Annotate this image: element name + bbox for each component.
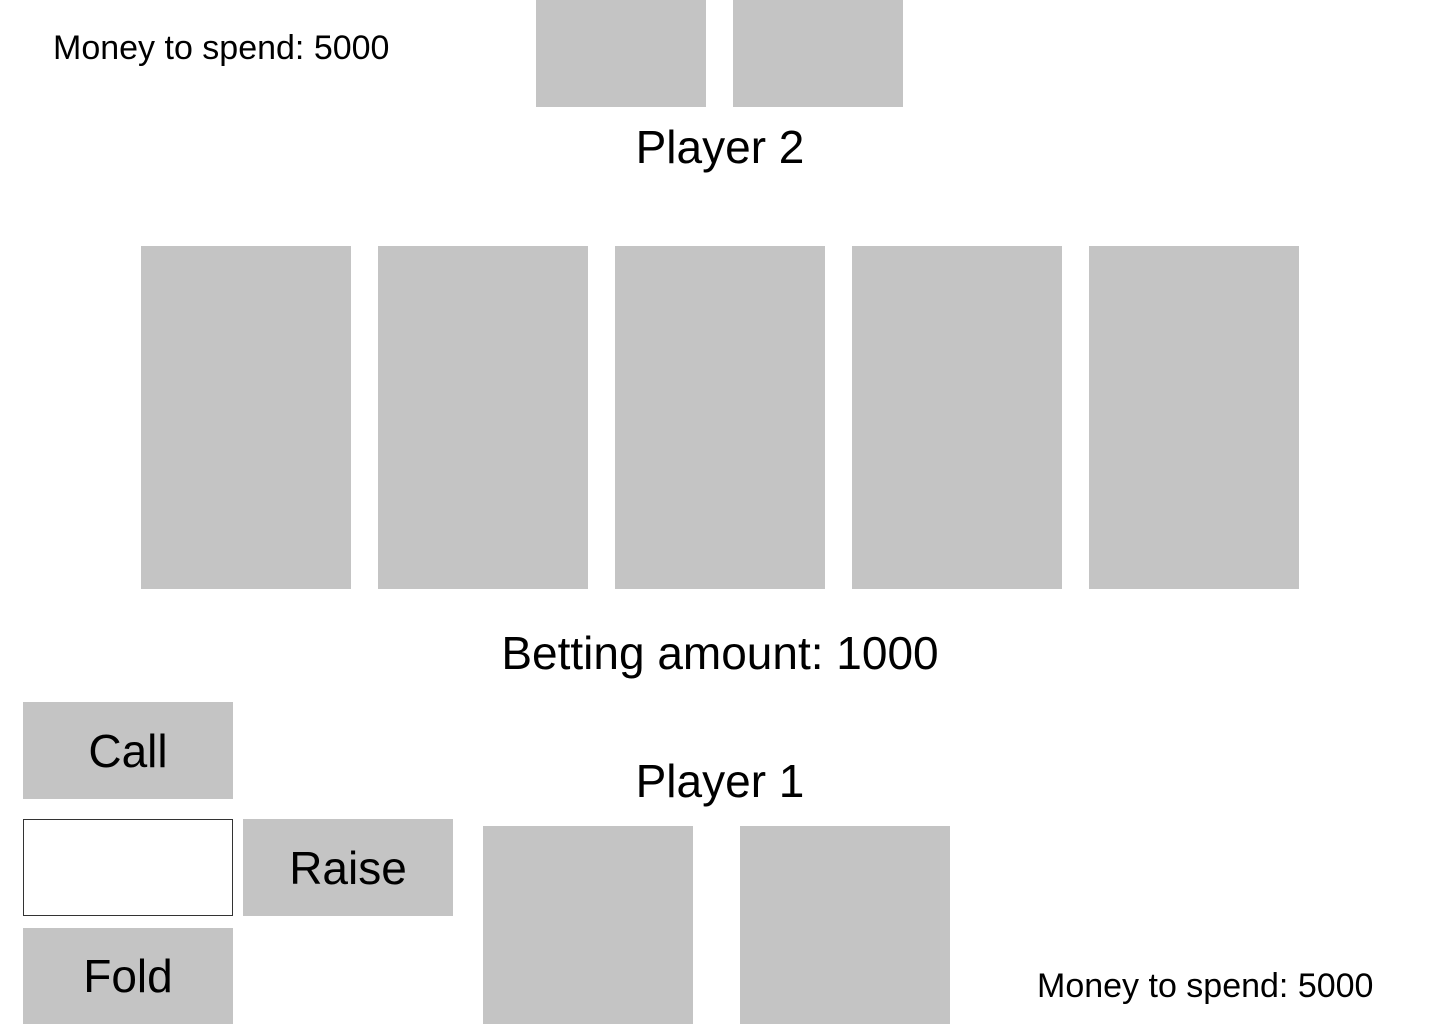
- raise-amount-input[interactable]: [23, 819, 233, 916]
- player2-name: Player 2: [635, 121, 805, 173]
- call-button[interactable]: Call: [23, 702, 233, 799]
- player1-card-2: [740, 826, 950, 1024]
- betting-amount: Betting amount: 1000: [501, 627, 939, 679]
- community-card-5: [1089, 246, 1299, 589]
- player2-card-2: [733, 0, 903, 107]
- player1-card-1: [483, 826, 693, 1024]
- raise-button[interactable]: Raise: [243, 819, 453, 916]
- fold-button[interactable]: Fold: [23, 928, 233, 1024]
- community-card-2: [378, 246, 588, 589]
- community-card-1: [141, 246, 351, 589]
- player2-money: Money to spend: 5000: [53, 29, 390, 67]
- community-card-4: [852, 246, 1062, 589]
- player1-money: Money to spend: 5000: [1037, 967, 1374, 1005]
- community-card-3: [615, 246, 825, 589]
- player1-name: Player 1: [635, 755, 805, 807]
- player2-card-1: [536, 0, 706, 107]
